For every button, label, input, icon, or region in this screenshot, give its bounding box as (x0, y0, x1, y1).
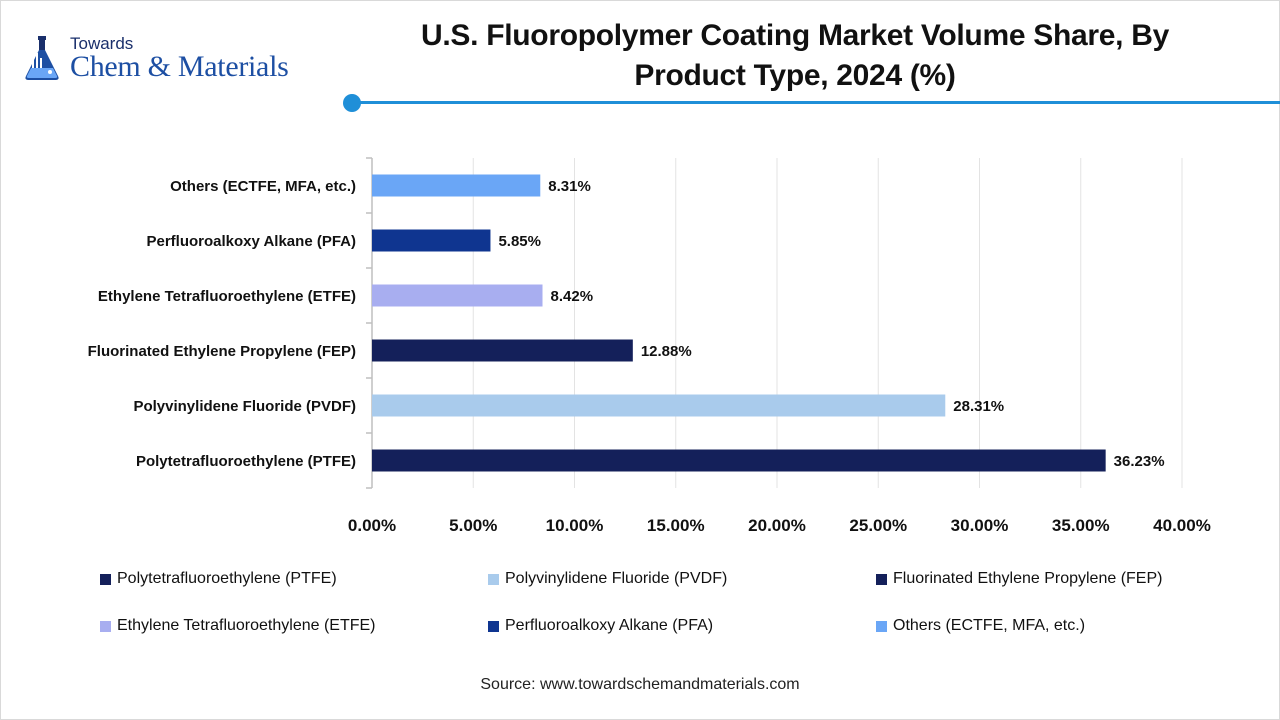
x-tick-label: 15.00% (647, 516, 705, 535)
bar-value-label: 12.88% (641, 343, 692, 360)
bar-value-label: 36.23% (1114, 453, 1165, 470)
category-label: Ethylene Tetrafluoroethylene (ETFE) (98, 288, 356, 305)
x-tick-label: 25.00% (849, 516, 907, 535)
legend-swatch (876, 620, 887, 632)
legend-swatch (488, 573, 499, 585)
x-tick-label: 40.00% (1153, 516, 1211, 535)
x-tick-label: 30.00% (951, 516, 1009, 535)
bar (372, 394, 946, 417)
legend-swatch (488, 620, 499, 632)
legend-label: Polyvinylidene Fluoride (PVDF) (505, 570, 728, 587)
bar-chart: 36.23% Polytetrafluoroethylene (PTFE) 28.3… (88, 157, 1211, 535)
x-tick-label: 5.00% (449, 516, 497, 535)
title-divider (352, 101, 1280, 104)
category-label: Polyvinylidene Fluoride (PVDF) (133, 398, 356, 415)
title-divider-dot (343, 94, 361, 112)
legend-item: Fluorinated Ethylene Propylene (FEP) (876, 570, 1162, 588)
bar (372, 284, 543, 307)
legend-label: Ethylene Tetrafluoroethylene (ETFE) (117, 617, 376, 634)
x-tick-label: 20.00% (748, 516, 806, 535)
bar (372, 449, 1106, 472)
brand-logo: Towards Chem & Materials (22, 34, 342, 86)
bar (372, 174, 541, 197)
category-label: Polytetrafluoroethylene (PTFE) (136, 453, 356, 470)
legend-item: Others (ECTFE, MFA, etc.) (876, 617, 1085, 635)
x-tick-label: 35.00% (1052, 516, 1110, 535)
category-label: Perfluoroalkoxy Alkane (PFA) (146, 233, 356, 250)
bar (372, 339, 633, 362)
bar-value-label: 8.42% (551, 288, 594, 305)
logo-top-text: Towards (70, 34, 134, 53)
x-tick-label: 10.00% (546, 516, 604, 535)
legend-item: Perfluoroalkoxy Alkane (PFA) (488, 617, 713, 635)
legend-label: Polytetrafluoroethylene (PTFE) (117, 570, 337, 587)
flask-lab-icon (25, 36, 59, 80)
legend-label: Fluorinated Ethylene Propylene (FEP) (893, 570, 1163, 587)
category-label: Others (ECTFE, MFA, etc.) (170, 178, 356, 195)
legend-item: Polytetrafluoroethylene (PTFE) (100, 570, 337, 588)
legend-item: Polyvinylidene Fluoride (PVDF) (488, 570, 727, 588)
legend-swatch (100, 573, 111, 585)
legend-swatch (876, 573, 887, 585)
bar (372, 229, 491, 252)
bar-value-label: 8.31% (548, 178, 591, 195)
bar-value-label: 28.31% (953, 398, 1004, 415)
source-note: Source: www.towardschemandmaterials.com (480, 676, 800, 693)
x-tick-label: 0.00% (348, 516, 396, 535)
category-label: Fluorinated Ethylene Propylene (FEP) (88, 343, 356, 360)
bar-value-label: 5.85% (498, 233, 541, 250)
logo-main-text: Chem & Materials (70, 50, 289, 83)
chart-title: U.S. Fluoropolymer Coating Market Volume… (421, 19, 1169, 92)
legend-label: Others (ECTFE, MFA, etc.) (893, 617, 1086, 634)
legend-swatch (100, 620, 111, 632)
legend-label: Perfluoroalkoxy Alkane (PFA) (505, 617, 714, 634)
legend-item: Ethylene Tetrafluoroethylene (ETFE) (100, 617, 376, 635)
